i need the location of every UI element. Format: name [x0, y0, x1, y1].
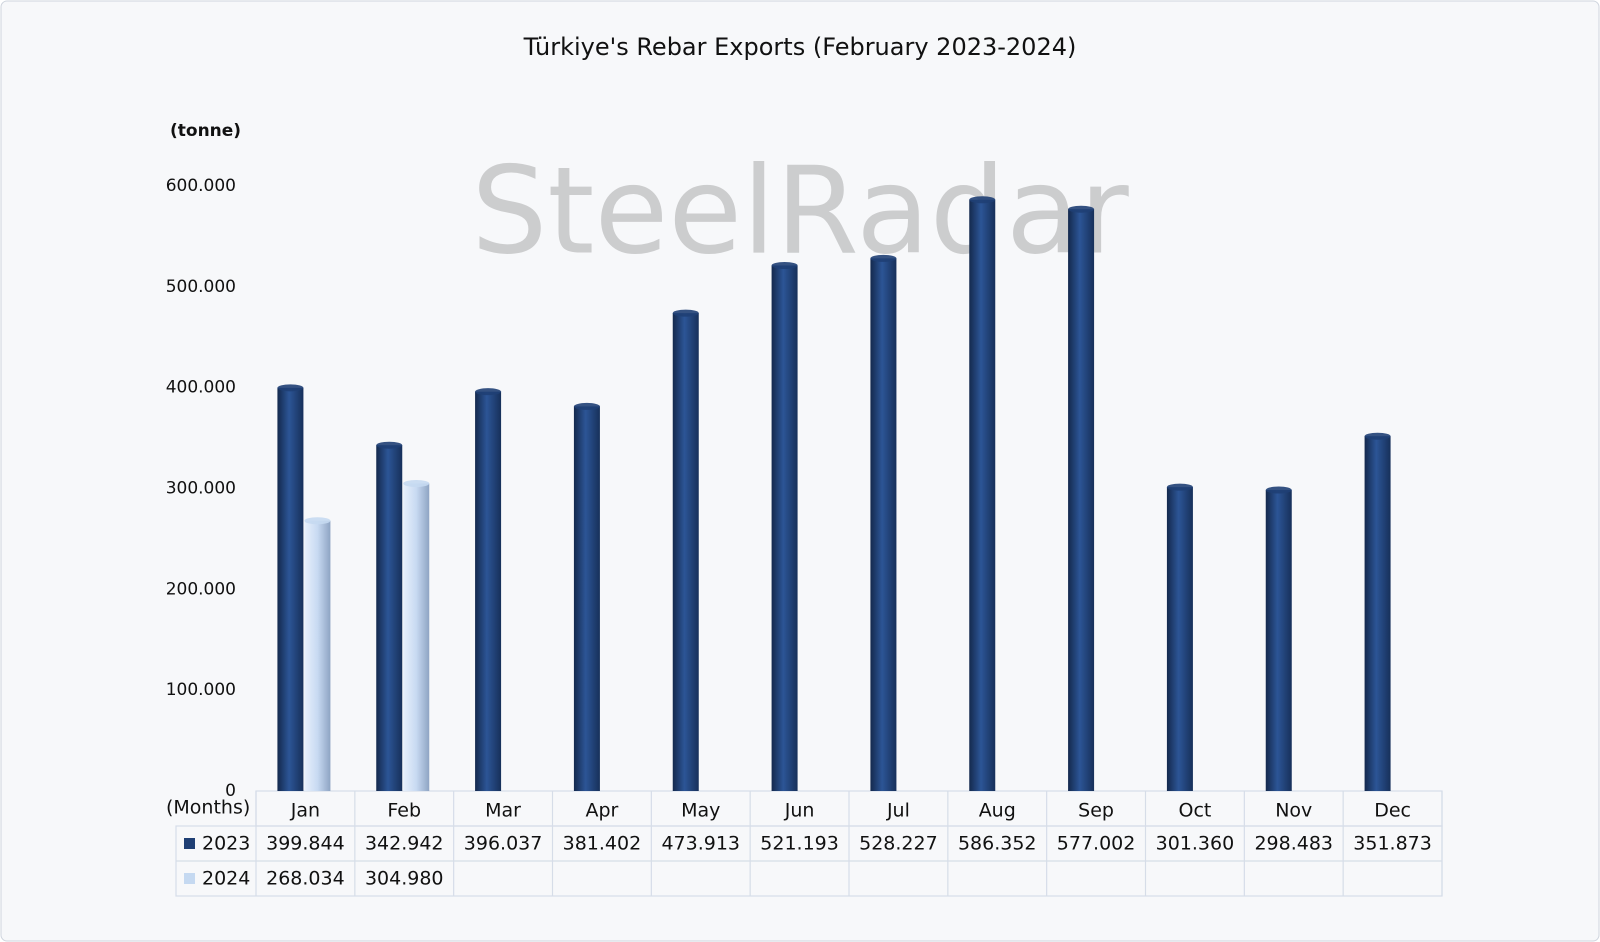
table-value: 577.002 — [1057, 833, 1136, 855]
legend-swatch — [184, 838, 195, 849]
bar — [1364, 436, 1391, 791]
table-value: 396.037 — [464, 833, 543, 855]
table-value: 301.360 — [1156, 833, 1235, 855]
legend-label: 2024 — [202, 868, 250, 890]
bar-cap — [304, 517, 331, 525]
bar — [1068, 209, 1095, 792]
bar-cap — [672, 309, 699, 317]
y-tick-label: 200.000 — [166, 579, 236, 599]
bar — [277, 387, 304, 791]
x-tick-label: Aug — [979, 800, 1016, 822]
y-tick-label: 500.000 — [166, 277, 236, 297]
table-value: 528.227 — [859, 833, 938, 855]
y-tick-label: 300.000 — [166, 479, 236, 499]
bar — [1265, 490, 1292, 791]
x-tick-label: Jul — [886, 800, 910, 822]
bar-cap — [969, 196, 996, 204]
bar — [870, 258, 897, 791]
x-tick-label: Feb — [387, 800, 421, 822]
bar-cap — [475, 388, 502, 396]
bar — [1166, 487, 1193, 791]
bar — [376, 445, 403, 791]
y-axis-label: (tonne) — [170, 121, 241, 141]
bar-cap — [1265, 486, 1292, 494]
x-tick-label: May — [681, 800, 720, 822]
x-tick-label: Jan — [290, 800, 320, 822]
y-tick-label: 400.000 — [166, 378, 236, 398]
bar — [771, 265, 798, 791]
legend-label: 2023 — [202, 833, 250, 855]
x-axis-label: (Months) — [166, 797, 250, 819]
bar-cap — [403, 479, 430, 487]
x-tick-label: Nov — [1275, 800, 1312, 822]
bar-cap — [277, 384, 304, 392]
x-tick-label: Dec — [1374, 800, 1411, 822]
bar-cap — [771, 261, 798, 269]
bar-cap — [1068, 205, 1095, 213]
bar — [475, 391, 502, 791]
watermark: SteelRadar — [471, 143, 1129, 282]
table-value: 521.193 — [760, 833, 839, 855]
table-value: 381.402 — [563, 833, 642, 855]
bar — [403, 483, 430, 791]
x-tick-label: Jun — [784, 800, 815, 822]
table-value: 473.913 — [661, 833, 740, 855]
bar-cap — [376, 441, 403, 449]
legend-swatch — [184, 873, 195, 884]
table-value: 268.034 — [266, 868, 345, 890]
bar — [672, 313, 699, 791]
chart-title: Türkiye's Rebar Exports (February 2023-2… — [523, 33, 1077, 61]
bar-cap — [1364, 432, 1391, 440]
bar-cap — [573, 402, 600, 410]
x-tick-label: Mar — [485, 800, 521, 822]
y-tick-label: 0 — [225, 781, 236, 801]
table-value: 298.483 — [1254, 833, 1333, 855]
bar-cap — [870, 254, 897, 262]
table-value: 399.844 — [266, 833, 345, 855]
table-value: 351.873 — [1353, 833, 1432, 855]
bar — [573, 406, 600, 791]
x-tick-label: Sep — [1078, 800, 1114, 822]
y-tick-label: 600.000 — [166, 176, 236, 196]
bar — [969, 199, 996, 792]
table-value: 304.980 — [365, 868, 444, 890]
table-value: 586.352 — [958, 833, 1037, 855]
x-tick-label: Apr — [585, 800, 618, 822]
x-tick-label: Oct — [1178, 800, 1211, 822]
y-tick-label: 100.000 — [166, 680, 236, 700]
table-value: 342.942 — [365, 833, 444, 855]
bar-cap — [1166, 483, 1193, 491]
bar — [304, 520, 331, 791]
